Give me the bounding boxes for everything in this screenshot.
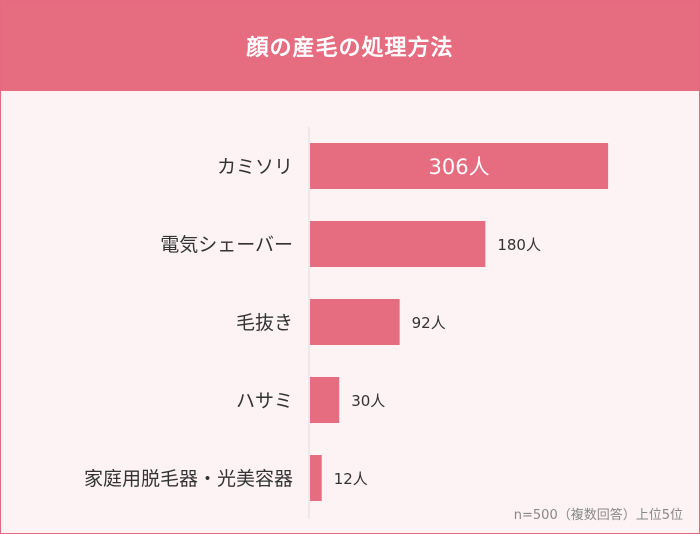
bar <box>310 455 322 501</box>
category-label: 電気シェーバー <box>160 234 293 256</box>
chart-header: 顔の産毛の処理方法 <box>1 1 699 91</box>
category-label: ハサミ <box>236 390 293 412</box>
bar <box>310 377 340 423</box>
value-label: 92人 <box>412 314 446 332</box>
chart-title: 顔の産毛の処理方法 <box>246 36 454 61</box>
bar <box>310 221 486 267</box>
category-label: 毛抜き <box>236 312 293 334</box>
value-label: 306人 <box>429 155 490 179</box>
value-label: 30人 <box>351 392 385 410</box>
bar <box>310 143 609 189</box>
value-label: 180人 <box>497 236 541 254</box>
value-label: 12人 <box>334 470 368 488</box>
category-label: カミソリ <box>217 156 293 178</box>
category-label: 家庭用脱毛器・光美容器 <box>84 468 293 490</box>
bar <box>310 299 400 345</box>
sample-note: n=500（複数回答）上位5位 <box>513 508 683 523</box>
